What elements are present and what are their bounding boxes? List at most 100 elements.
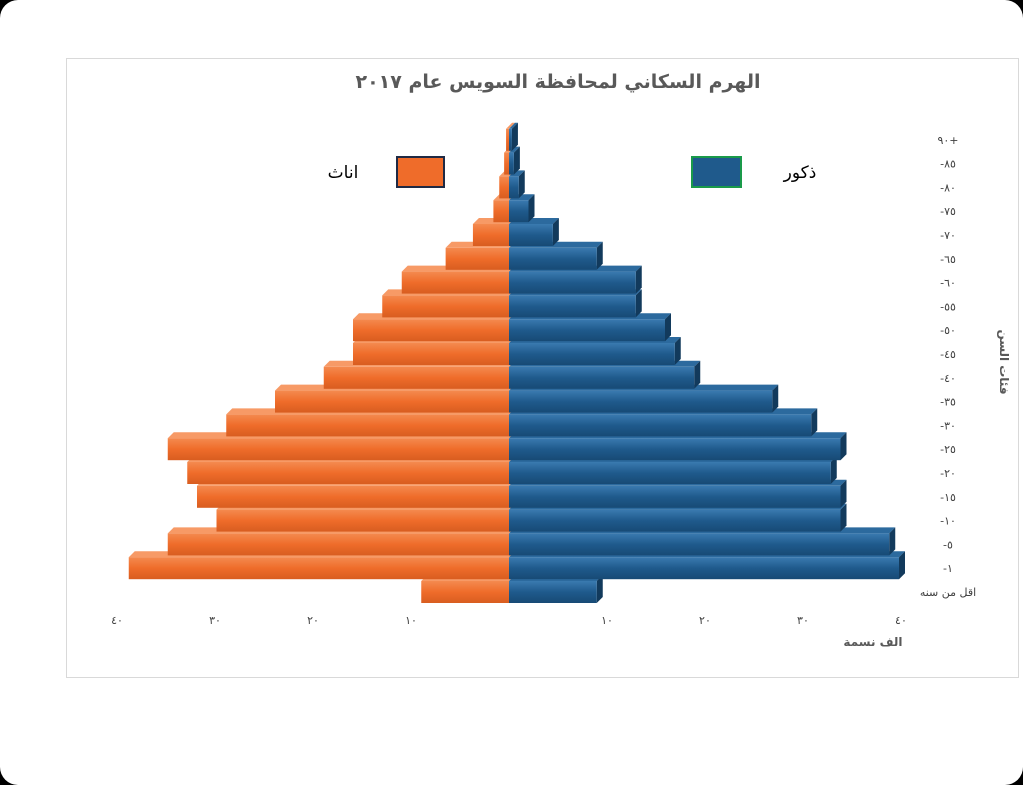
bar-male-top (509, 122, 518, 129)
bar-male-side (840, 432, 847, 461)
bar-male-side (811, 408, 818, 437)
bar-male-front (509, 152, 514, 175)
bar-male-front (509, 485, 841, 508)
y-axis-label: فئات السن (997, 329, 1011, 394)
y-tick-label: ٤٥- (940, 348, 956, 361)
bar-male-side (889, 527, 896, 556)
x-tick-label: ١٠ (405, 614, 417, 627)
bar-male-18 (509, 146, 520, 175)
chart-frame (66, 58, 1019, 678)
y-tick-label: ٥- (943, 538, 953, 551)
y-tick-label: ٣٥- (940, 396, 956, 409)
bar-female-front (353, 343, 509, 365)
bar-female-11 (353, 313, 515, 342)
legend-swatch-male (691, 156, 742, 188)
y-tick-label: اقل من سنه (920, 586, 976, 599)
y-tick-label: ١- (943, 562, 953, 575)
bar-female-front (506, 128, 509, 151)
y-tick-labels: اقل من سنه ١- ٥- ١٠- ١٥- ٢٠- ٢٥- ٣٠- ٣٥- ٤٠- ٤٥- ٥٠… (920, 134, 976, 599)
bar-male-side (674, 337, 681, 365)
bar-male-front (509, 271, 636, 294)
bar-female-front (445, 247, 509, 270)
bar-male-side (596, 241, 603, 270)
x-tick-label: ٣٠ (209, 614, 221, 627)
legend-swatch-female (396, 156, 445, 188)
bar-male-front (509, 366, 695, 389)
bar-female-front (421, 581, 509, 603)
bar-male-11 (509, 313, 671, 342)
chart-title: الهرم السكاني لمحافظة السويس عام ٢٠١٧ (355, 71, 760, 93)
bar-female-8 (275, 384, 515, 413)
bar-male-side (665, 313, 671, 342)
legend-label-male: ذكور (783, 163, 817, 183)
bar-female-front (323, 366, 509, 389)
bar-female-front (167, 438, 509, 461)
x-tick-label: ٤٠ (895, 614, 907, 627)
legend: ذكور اناث (328, 156, 817, 188)
y-tick-label: ٥٠- (940, 324, 956, 337)
bar-male-side (840, 479, 847, 508)
bar-male-side (518, 170, 525, 199)
bar-male-front (509, 390, 773, 413)
bar-male-top (509, 146, 520, 153)
bar-male-17 (509, 170, 525, 199)
bar-male-front (509, 200, 529, 223)
bar-male-19 (509, 122, 518, 151)
bar-female-front (197, 485, 509, 508)
bar-female-front (167, 533, 509, 556)
bar-female-front (499, 176, 509, 199)
bar-male-front (509, 462, 831, 484)
y-tick-label: ١٠- (940, 515, 956, 528)
bar-male-front (509, 128, 512, 151)
bar-female-top (506, 122, 515, 129)
y-tick-label: ٧٥- (940, 205, 956, 218)
bar-male-16 (509, 194, 535, 223)
bar-male-side (596, 575, 603, 603)
bar-male-side (513, 146, 520, 175)
bar-male-front (509, 509, 841, 532)
bar-male-front (509, 438, 841, 461)
bar-male-front (509, 176, 519, 199)
y-tick-label: ٢٠- (940, 467, 956, 480)
x-axis-label: الف نسمة (843, 635, 902, 649)
bar-male-side (840, 503, 847, 532)
bar-female-front (472, 224, 509, 246)
bar-male-side (830, 456, 837, 484)
bar-male-side (552, 218, 559, 246)
bar-female-front (275, 390, 509, 413)
x-tick-labels: ٤٠ ٣٠ ٢٠ ١٠ ١٠ ٢٠ ٣٠ ٤٠ (111, 614, 907, 627)
bar-male-front (509, 533, 890, 556)
bar-male-front (509, 224, 553, 246)
bar-male-top (509, 170, 525, 177)
bar-female-front (353, 319, 509, 342)
y-tick-label: +٩٠ (937, 134, 958, 147)
bar-female-front (187, 462, 509, 484)
bar-female-19 (506, 122, 515, 151)
bar-male-front (509, 414, 812, 437)
y-tick-label: ٨٥- (940, 158, 956, 171)
y-tick-label: ٧٠- (940, 229, 956, 242)
bar-female-front (226, 414, 509, 437)
bar-male-side (635, 289, 642, 318)
y-tick-label: ٥٥- (940, 300, 956, 313)
x-tick-label: ٣٠ (797, 614, 809, 627)
y-tick-label: ٨٠- (940, 181, 956, 194)
bar-male-side (511, 122, 518, 151)
bar-female-13 (401, 265, 515, 294)
y-tick-label: ١٥- (940, 491, 956, 504)
bar-male-6 (509, 432, 847, 461)
y-tick-label: ٣٠- (940, 419, 956, 432)
y-tick-label: ٢٥- (940, 443, 956, 456)
bar-male-front (509, 581, 597, 603)
bar-male-13 (509, 265, 642, 294)
bar-male-front (509, 557, 899, 580)
bar-female-front (128, 557, 509, 580)
bar-male-side (772, 384, 779, 413)
bar-male-side (635, 265, 642, 294)
y-tick-label: ٦٠- (940, 277, 956, 290)
bars-group (128, 122, 905, 603)
bar-male-front (509, 343, 675, 365)
bar-female-front (401, 271, 509, 294)
legend-label-female: اناث (328, 163, 359, 183)
